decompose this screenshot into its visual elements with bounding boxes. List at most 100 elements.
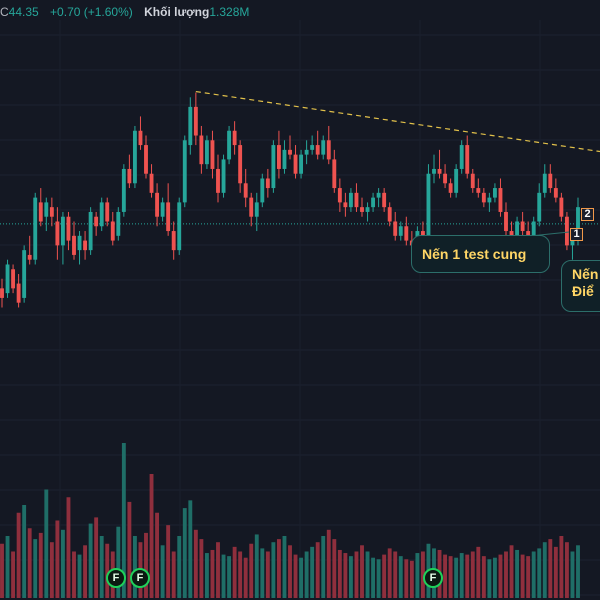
candle-body [564,216,569,246]
ohlc-legend: C44.35 +0.70 (+1.60%) Khối lượng1.328M [0,4,249,20]
volume-bar [454,557,459,598]
candle-body [304,149,309,155]
volume-bar [204,553,209,598]
candle-body [99,202,104,227]
candle-marker-1[interactable]: 1 [570,228,583,241]
volume-bar [254,534,259,598]
candle [232,121,237,155]
event-badge-f[interactable]: F [106,568,126,588]
candle [465,135,470,179]
candle-body [83,240,88,251]
candle [304,140,309,165]
candle-marker-2[interactable]: 2 [581,208,594,221]
candle-body [487,197,492,203]
candle-body [382,192,387,208]
volume-bar [548,539,553,598]
volume-bar [11,551,16,598]
volume-bar [481,556,486,598]
trendline[interactable] [195,90,600,153]
volume-bar [542,542,547,598]
candle-body [448,183,453,193]
volume-bar [0,543,4,598]
volume-bar [127,501,132,598]
candle [382,188,387,212]
volume-bar [498,554,503,598]
candle-body [110,221,115,241]
candle [398,221,403,241]
candle-body [0,288,4,298]
candle-body [282,149,287,169]
candle [221,154,226,198]
candle-body [193,106,198,136]
candle-body [398,226,403,236]
callout-test-candle[interactable]: Nến 1 test cung [411,235,550,273]
candle [27,235,32,265]
volume-bar [243,557,248,598]
candle [144,135,148,179]
volume-bar [171,551,176,598]
volume-bar [22,505,27,598]
volume-bar [415,553,420,598]
volume-bar [282,536,287,598]
volume-bar [360,545,364,598]
candle [354,183,359,212]
volume-bar [515,549,520,598]
candle [77,231,82,265]
callout-2-line1: Nến [572,266,599,282]
candle [88,207,93,255]
volume-bar [44,489,49,598]
candle [33,192,38,265]
candle [227,125,232,165]
candle [249,192,254,227]
volume-bar [88,523,93,598]
candle [310,135,315,155]
candle [282,140,287,174]
candle-body [55,221,60,246]
volume-bar [570,551,575,598]
candle-body [504,211,508,232]
candle [481,188,486,208]
candle [426,164,431,241]
candle-body [254,202,259,217]
candle-body [570,240,575,246]
close-label: C [0,5,9,19]
candle-body [49,207,54,217]
candle [188,97,193,155]
candle-body [310,145,315,150]
candle [376,188,381,208]
candle [132,125,137,189]
candle [470,168,475,193]
event-badge-f[interactable]: F [130,568,150,588]
candle [553,178,558,203]
candle-body [548,173,553,189]
candle [116,207,121,241]
volume-bar [276,539,281,598]
candle [559,192,564,222]
volume-bar [210,549,215,598]
candle [360,197,364,217]
callout-second[interactable]: Nến Điể [561,260,600,312]
candle [498,178,503,217]
volume-bar [576,545,580,598]
candle-body [326,140,331,160]
candle [243,168,248,208]
candle [55,207,60,260]
event-badge-f[interactable]: F [423,568,443,588]
candle [332,149,337,193]
volume-bar [504,551,508,598]
volume-bar [55,520,60,598]
volume-bar [121,443,126,598]
volume-bar [526,556,531,598]
candle-body [204,140,209,165]
candle-body [177,202,182,251]
candle-body [127,168,132,184]
volume-bar [5,536,10,598]
candle-body [149,173,154,193]
candle [22,245,27,303]
candle [371,192,376,212]
candle [564,211,569,251]
volume-bar [404,559,409,598]
candle-body [72,235,76,255]
candle [454,164,459,198]
